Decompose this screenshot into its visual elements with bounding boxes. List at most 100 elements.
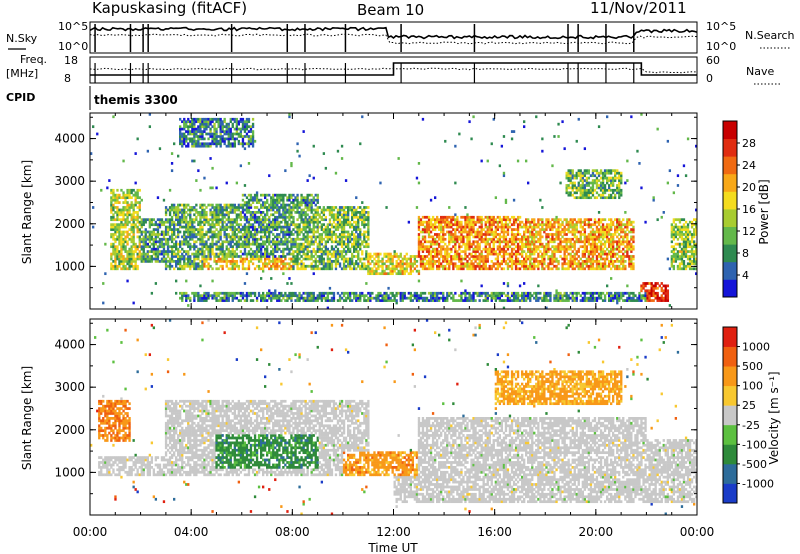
heatmap-cell — [152, 257, 156, 261]
heatmap-cell — [525, 257, 528, 261]
heatmap-cell — [332, 240, 336, 244]
heatmap-cell — [541, 137, 544, 141]
heatmap-cell — [223, 208, 226, 212]
heatmap-cell — [284, 203, 287, 207]
heatmap-cell — [124, 193, 127, 197]
heatmap-cell — [516, 299, 520, 302]
heatmap-cell — [490, 230, 493, 234]
heatmap-cell — [237, 225, 241, 229]
heatmap-cell — [480, 260, 483, 263]
heatmap-cell — [478, 294, 481, 298]
heatmap-cell — [257, 211, 261, 214]
heatmap-cell — [284, 240, 287, 244]
heatmap-cell — [247, 130, 251, 133]
heatmap-cell — [213, 135, 216, 138]
heatmap-cell — [217, 230, 220, 234]
heatmap-cell — [292, 264, 295, 268]
heatmap-cell — [207, 228, 210, 231]
heatmap-cell — [486, 240, 489, 244]
heatmap-cell — [183, 117, 186, 121]
heatmap-cell — [300, 242, 303, 246]
heatmap-cell — [344, 237, 348, 241]
heatmap-cell — [512, 262, 516, 266]
heatmap-cell — [458, 245, 461, 249]
heatmap-cell — [211, 250, 214, 253]
heatmap-cell — [480, 228, 483, 231]
heatmap-cell — [514, 294, 518, 298]
heatmap-cell — [205, 125, 208, 129]
heatmap-cell — [434, 255, 437, 258]
heatmap-cell — [144, 240, 147, 244]
heatmap-cell — [553, 225, 556, 229]
heatmap-cell — [118, 228, 121, 231]
heatmap-cell — [189, 228, 192, 231]
heatmap-cell — [500, 225, 504, 229]
heatmap-cell — [557, 262, 560, 266]
heatmap-cell — [506, 223, 510, 227]
heatmap-cell — [243, 225, 247, 229]
heatmap-cell — [187, 296, 190, 300]
heatmap-cell — [262, 294, 265, 298]
heatmap-cell — [173, 211, 176, 214]
heatmap-cell — [355, 255, 358, 258]
heatmap-cell — [389, 262, 392, 266]
heatmap-cell — [231, 218, 234, 222]
heatmap-cell — [516, 237, 520, 241]
heatmap-cell — [286, 267, 289, 271]
heatmap-cell — [330, 233, 334, 236]
heatmap-cell — [421, 235, 425, 239]
heatmap-cell — [377, 255, 380, 258]
heatmap-cell — [379, 260, 382, 263]
heatmap-cell — [290, 208, 293, 212]
heatmap-cell — [555, 294, 558, 298]
heatmap-cell — [332, 220, 336, 224]
heatmap-cell — [539, 237, 542, 241]
heatmap-cell — [292, 240, 295, 244]
heatmap-cell — [527, 250, 530, 253]
heatmap-cell — [543, 252, 546, 256]
heatmap-cell — [166, 220, 170, 224]
heatmap-cell — [442, 240, 445, 244]
heatmap-cell — [397, 157, 400, 160]
heatmap-cell — [377, 291, 380, 295]
heatmap-cell — [162, 220, 166, 224]
heatmap-cell — [168, 211, 172, 214]
heatmap-cell — [179, 240, 182, 244]
heatmap-cell — [454, 228, 457, 231]
heatmap-cell — [260, 252, 263, 256]
heatmap-cell — [255, 245, 259, 249]
heatmap-cell — [466, 291, 469, 295]
heatmap-cell — [282, 240, 285, 244]
heatmap-cell — [237, 122, 241, 126]
heatmap-cell — [187, 220, 190, 224]
cpid-label: CPID — [6, 91, 35, 104]
heatmap-cell — [272, 242, 275, 246]
heatmap-cell — [170, 162, 174, 165]
heatmap-cell — [523, 264, 526, 268]
heatmap-cell — [241, 193, 245, 197]
heatmap-cell — [156, 260, 160, 263]
heatmap-cell — [508, 225, 512, 229]
heatmap-cell — [175, 211, 178, 214]
heatmap-cell — [488, 242, 491, 246]
heatmap-cell — [306, 208, 309, 212]
heatmap-cell — [361, 264, 364, 268]
heatmap-cell — [249, 206, 253, 209]
heatmap-cell — [251, 213, 255, 217]
heatmap-cell — [134, 196, 137, 200]
heatmap-cell — [185, 220, 188, 224]
heatmap-cell — [541, 255, 544, 258]
heatmap-cell — [397, 264, 400, 268]
heatmap-cell — [288, 211, 291, 214]
heatmap-cell — [452, 218, 455, 222]
heatmap-cell — [417, 215, 421, 219]
heatmap-cell — [213, 139, 216, 143]
heatmap-cell — [203, 255, 206, 258]
heatmap-cell — [363, 237, 366, 241]
heatmap-cell — [492, 242, 495, 246]
heatmap-cell — [177, 252, 180, 256]
heatmap-cell — [227, 260, 230, 263]
heatmap-cell — [257, 225, 261, 229]
heatmap-cell — [170, 230, 174, 234]
heatmap-cell — [211, 186, 214, 190]
